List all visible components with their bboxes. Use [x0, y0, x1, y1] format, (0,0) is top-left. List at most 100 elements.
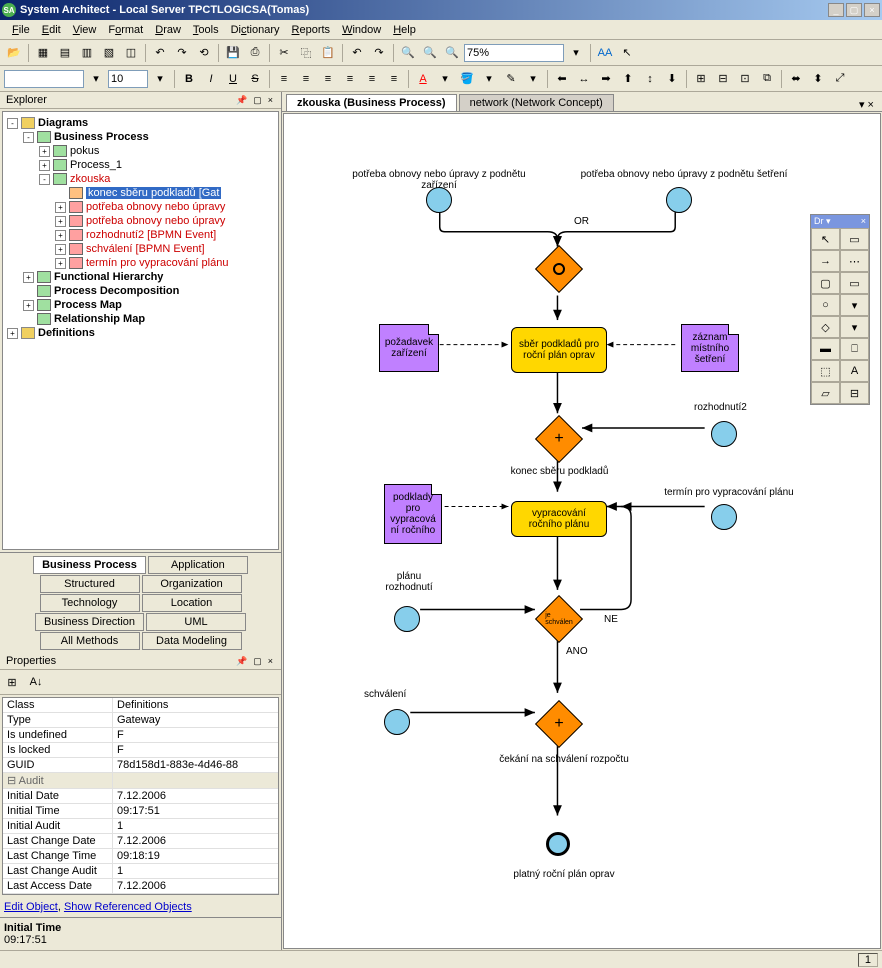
tb-btn[interactable]: ⎙	[245, 43, 265, 63]
zoom-in-icon[interactable]: 🔍	[398, 43, 418, 63]
prop-row[interactable]: Last Access Date7.12.2006	[3, 879, 278, 894]
tree-item[interactable]: -Diagrams	[7, 116, 274, 130]
palette-lane-icon[interactable]: ▬	[811, 338, 840, 360]
menu-help[interactable]: Help	[387, 22, 422, 38]
tb-btn[interactable]: ↷	[172, 43, 192, 63]
pin-icon[interactable]: 📌	[234, 656, 249, 667]
tree-item[interactable]: -Business Process	[7, 130, 274, 144]
method-tab[interactable]: Location	[142, 594, 242, 612]
prop-row[interactable]: Is lockedF	[3, 743, 278, 758]
align-t-icon[interactable]: ⬆	[618, 69, 638, 89]
fc-gateway[interactable]: +	[535, 700, 583, 748]
fc-note[interactable]: podklady pro vypracová ní ročního	[384, 484, 442, 544]
prop-row[interactable]: GUID78d158d1-883e-4d46-88	[3, 758, 278, 773]
tree-item[interactable]: +termín pro vypracování plánu	[7, 256, 274, 270]
panel-menu-icon[interactable]: ▢	[251, 656, 264, 667]
palette-diamond-icon[interactable]: ◇	[811, 316, 840, 338]
diagram-canvas[interactable]: potřeba obnovy nebo úpravy z podnětu zař…	[283, 113, 881, 949]
palette-dropdown-icon[interactable]: ▾	[840, 294, 869, 316]
open-icon[interactable]: 📂	[4, 43, 24, 63]
copy-icon[interactable]: ⿻	[296, 43, 316, 63]
tb-btn[interactable]: ▾	[150, 69, 170, 89]
properties-grid[interactable]: ClassDefinitionsTypeGatewayIs undefinedF…	[2, 697, 279, 895]
paste-icon[interactable]: 📋	[318, 43, 338, 63]
tb-btn[interactable]: ⧉	[757, 69, 777, 89]
tree-item[interactable]: +potřeba obnovy nebo úpravy	[7, 214, 274, 228]
tb-btn[interactable]: AA	[595, 43, 615, 63]
tb-btn[interactable]: ⟲	[194, 43, 214, 63]
tb-btn[interactable]: ▾	[435, 69, 455, 89]
tb-btn[interactable]: ⊞	[691, 69, 711, 89]
tool-palette[interactable]: Dr ▾× ↖ ▭ → ⋯ ▢ ▭ ○ ▾ ◇ ▾ ▬ ⎕ ⬚ A ▱	[810, 214, 870, 405]
zoom-icon[interactable]: 🔍	[420, 43, 440, 63]
fill-color-icon[interactable]: 🪣	[457, 69, 477, 89]
redo-icon[interactable]: ↷	[369, 43, 389, 63]
menu-dictionary[interactable]: Dictionary	[225, 22, 286, 38]
align-b-icon[interactable]: ⬇	[662, 69, 682, 89]
fc-task[interactable]: sběr podkladů pro roční plán oprav	[511, 327, 607, 373]
panel-close-icon[interactable]: ×	[266, 95, 275, 106]
align-m-icon[interactable]: ↕	[640, 69, 660, 89]
undo-icon[interactable]: ↶	[347, 43, 367, 63]
fc-start-event[interactable]	[426, 187, 452, 213]
tb-btn[interactable]: ▤	[55, 43, 75, 63]
tb-btn[interactable]: ⬍	[808, 69, 828, 89]
menu-tools[interactable]: Tools	[187, 22, 225, 38]
tree-item[interactable]: -zkouska	[7, 172, 274, 186]
save-icon[interactable]: 💾	[223, 43, 243, 63]
tb-btn[interactable]: ▾	[86, 69, 106, 89]
strike-icon[interactable]: S	[245, 69, 265, 89]
tree-view[interactable]: -Diagrams-Business Process+pokus+Process…	[2, 111, 279, 550]
tree-item[interactable]: +Functional Hierarchy	[7, 270, 274, 284]
tb-btn[interactable]: ▧	[99, 43, 119, 63]
font-color-icon[interactable]: A	[413, 69, 433, 89]
palette-pool-icon[interactable]: ⎕	[840, 338, 869, 360]
method-tab[interactable]: Business Process	[33, 556, 146, 574]
tb-btn[interactable]: ▾	[566, 43, 586, 63]
palette-arrow-icon[interactable]: →	[811, 250, 840, 272]
pin-icon[interactable]: 📌	[234, 95, 249, 106]
prop-row[interactable]: Initial Time09:17:51	[3, 804, 278, 819]
method-tab[interactable]: Application	[148, 556, 248, 574]
fc-gateway-or[interactable]	[535, 245, 583, 293]
method-tab[interactable]: Business Direction	[35, 613, 144, 631]
align-center-icon[interactable]: ≡	[296, 69, 316, 89]
fc-gateway-decision[interactable]: je schválen	[535, 595, 583, 643]
palette-rect-icon[interactable]: ▭	[840, 228, 869, 250]
tree-item[interactable]: +schválení [BPMN Event]	[7, 242, 274, 256]
palette-circle-icon[interactable]: ○	[811, 294, 840, 316]
align-right-icon[interactable]: ≡	[318, 69, 338, 89]
cut-icon[interactable]: ✂	[274, 43, 294, 63]
tb-btn[interactable]: ▦	[33, 43, 53, 63]
tb-btn[interactable]: ⊟	[713, 69, 733, 89]
maximize-button[interactable]: ▢	[846, 3, 862, 17]
fc-event[interactable]	[394, 606, 420, 632]
prop-row[interactable]: TypeGateway	[3, 713, 278, 728]
tb-btn[interactable]: ▾	[479, 69, 499, 89]
props-cat-icon[interactable]: ⊞	[2, 672, 22, 692]
tb-btn[interactable]: ↶	[150, 43, 170, 63]
fc-event[interactable]	[711, 504, 737, 530]
close-button[interactable]: ×	[864, 3, 880, 17]
tree-item[interactable]: +Process Map	[7, 298, 274, 312]
line-color-icon[interactable]: ✎	[501, 69, 521, 89]
align-c-icon[interactable]: ↔	[574, 69, 594, 89]
palette-db-icon[interactable]: ⊟	[840, 382, 869, 404]
tree-item[interactable]: +potřeba obnovy nebo úpravy	[7, 200, 274, 214]
menu-edit[interactable]: Edit	[36, 22, 67, 38]
palette-roundrect-icon[interactable]: ▢	[811, 272, 840, 294]
palette-dropdown-icon[interactable]: ▾	[840, 316, 869, 338]
edit-object-link[interactable]: Edit Object	[4, 901, 58, 913]
align-icon[interactable]: ≡	[384, 69, 404, 89]
tree-item[interactable]: +rozhodnutí2 [BPMN Event]	[7, 228, 274, 242]
fc-event[interactable]	[384, 709, 410, 735]
tb-btn[interactable]: ▥	[77, 43, 97, 63]
tree-item[interactable]: +Process_1	[7, 158, 274, 172]
fc-end-event[interactable]	[546, 832, 570, 856]
method-tab[interactable]: Technology	[40, 594, 140, 612]
props-sort-icon[interactable]: A↓	[26, 672, 46, 692]
panel-menu-icon[interactable]: ▢	[251, 95, 264, 106]
palette-dot-icon[interactable]: ⋯	[840, 250, 869, 272]
zoom-input[interactable]	[464, 44, 564, 62]
minimize-button[interactable]: _	[828, 3, 844, 17]
